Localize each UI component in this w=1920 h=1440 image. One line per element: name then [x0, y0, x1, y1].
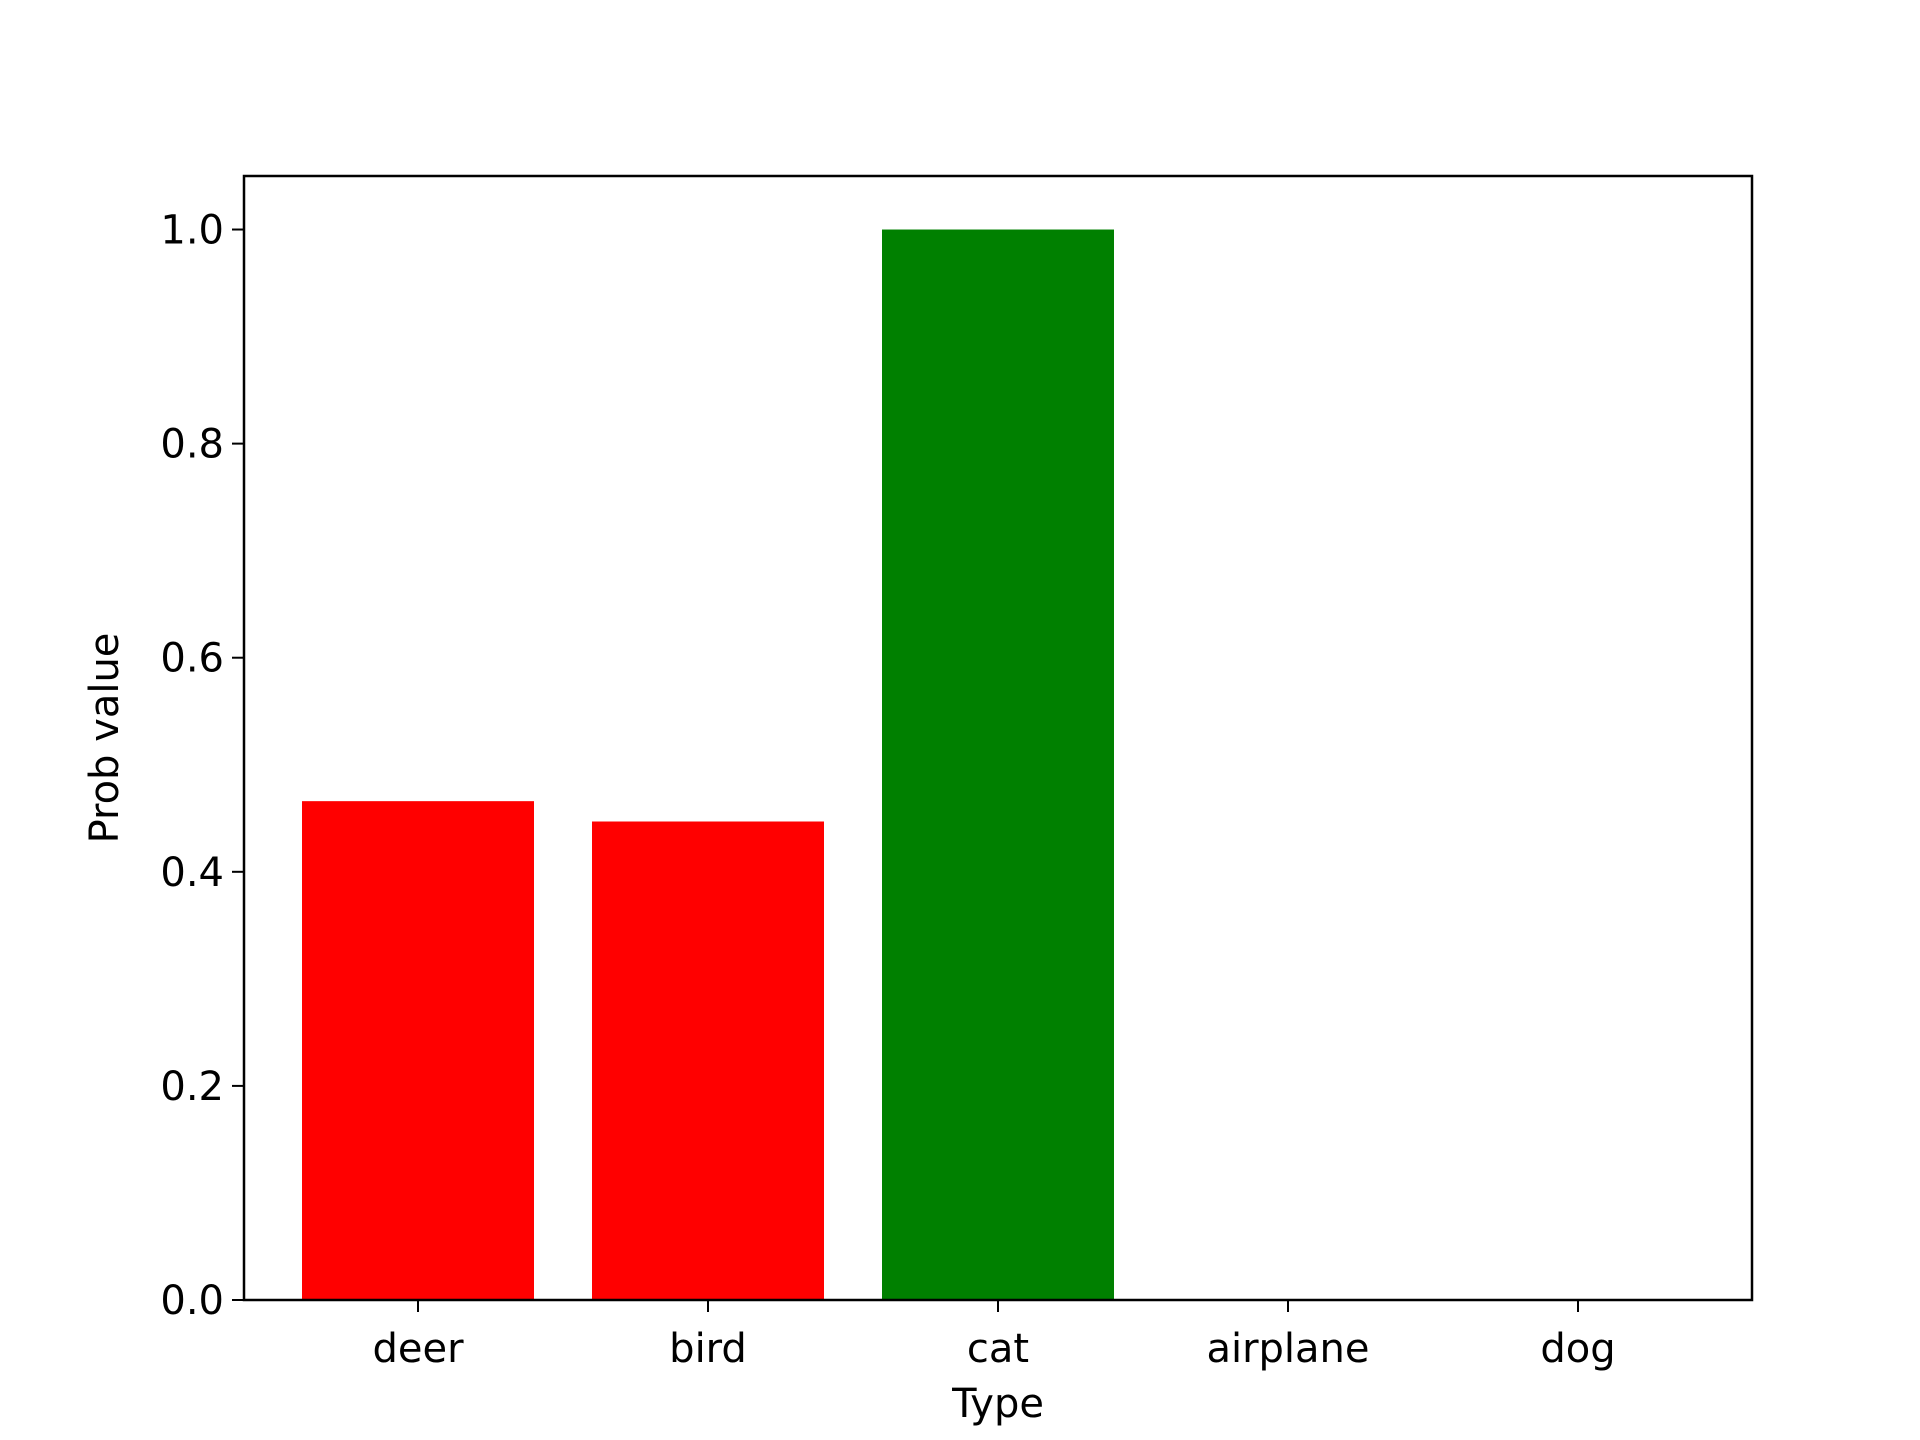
- bar-deer: [302, 801, 534, 1300]
- x-axis-label: Type: [951, 1381, 1044, 1427]
- x-tick-label-airplane: airplane: [1206, 1326, 1369, 1372]
- y-tick-label: 0.8: [160, 422, 224, 468]
- y-axis-label: Prob value: [82, 633, 128, 844]
- y-tick-label: 0.6: [160, 636, 224, 682]
- x-tick-label-cat: cat: [967, 1326, 1029, 1372]
- bar-bird: [592, 821, 824, 1300]
- x-tick-label-dog: dog: [1540, 1326, 1615, 1372]
- bars-layer: [302, 229, 1114, 1300]
- y-tick-label: 1.0: [160, 208, 224, 254]
- bar-cat: [882, 229, 1114, 1300]
- y-tick-label: 0.0: [160, 1278, 224, 1324]
- x-tick-label-deer: deer: [372, 1326, 464, 1372]
- x-tick-label-bird: bird: [669, 1326, 747, 1372]
- y-axis: 0.0 0.2 0.4 0.6 0.8 1.0: [160, 208, 244, 1324]
- x-axis: deer bird cat airplane dog: [372, 1300, 1616, 1372]
- y-tick-label: 0.2: [160, 1064, 224, 1110]
- y-tick-label: 0.4: [160, 850, 224, 896]
